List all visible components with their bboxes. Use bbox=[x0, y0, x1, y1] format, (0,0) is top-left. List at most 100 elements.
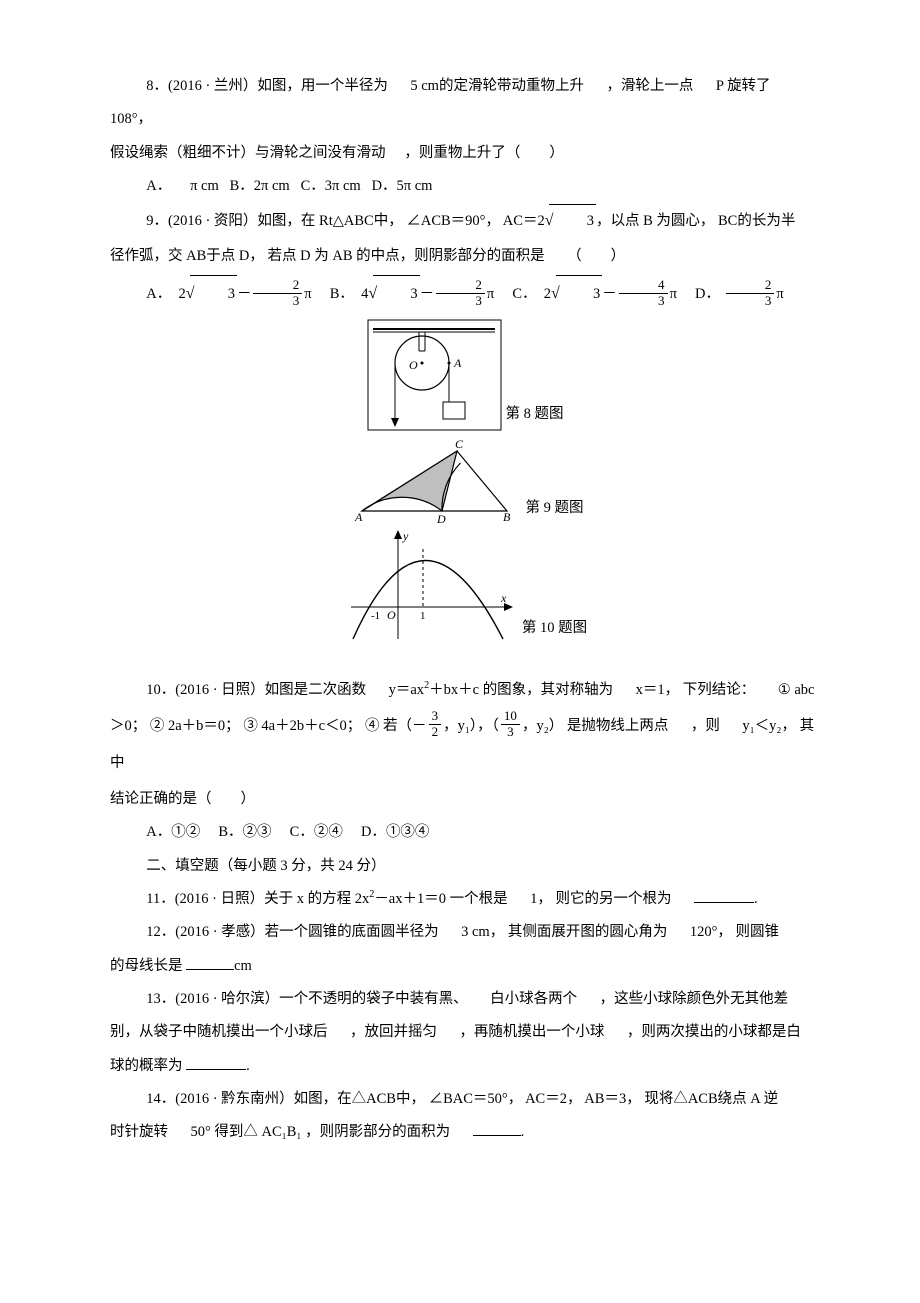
q10-c2: ② 2a＋b＝0； bbox=[150, 718, 240, 734]
q13-blank[interactable] bbox=[186, 1059, 246, 1070]
q9-a-rad: 3 bbox=[186, 286, 237, 302]
q10-c4c: ，则 bbox=[691, 718, 720, 734]
q8-r: 5 cm bbox=[410, 78, 439, 94]
fig8-cap: 第 8 题图 bbox=[502, 398, 564, 431]
fig9-D: D bbox=[436, 512, 446, 525]
fig9-C: C bbox=[455, 437, 464, 451]
q13-l2d: ，则两次摸出的小球都是白 bbox=[627, 1024, 801, 1040]
q8-text-d: 旋转了 bbox=[727, 78, 771, 94]
q9-a-pi: π bbox=[304, 286, 311, 302]
q14-l2a: 时针旋转 bbox=[110, 1124, 168, 1140]
q10-line1: 10．(2016 · 日照）如图是二次函数 y＝ax2＋bx＋c 的图象，其对称… bbox=[110, 674, 820, 707]
q12-r: 3 cm， bbox=[461, 924, 504, 940]
q9-c-pi: π bbox=[670, 286, 677, 302]
q10-D: D． bbox=[361, 824, 386, 840]
q8-l2b: ，则重物上升了（ ） bbox=[404, 145, 564, 161]
q8-pt: P bbox=[716, 78, 724, 94]
q9-b-pi: π bbox=[487, 286, 494, 302]
q14-line2: 时针旋转 50° 得到△ AC₁B₁ ，则阴影部分的面积为 . bbox=[110, 1116, 820, 1149]
q14-b: 现将△ACB绕点 bbox=[644, 1091, 746, 1107]
q13-a: 13．(2016 · 哈尔滨）一个不透明的袋子中装有黑、 bbox=[146, 991, 467, 1007]
q9-aclbl: AC＝ bbox=[503, 213, 538, 229]
q11-blank[interactable] bbox=[694, 892, 754, 903]
q12-blank[interactable] bbox=[186, 959, 234, 970]
q14-blank[interactable] bbox=[473, 1125, 521, 1136]
q12-line2: 的母线长是 cm bbox=[110, 950, 820, 983]
q9-rad: 3 bbox=[545, 213, 596, 229]
q14-deg: 50° bbox=[190, 1124, 210, 1140]
q13-l2b: ，放回并摇匀 bbox=[350, 1024, 437, 1040]
q8-l2: 假设绳索（粗细不计）与滑轮之间没有滑动 bbox=[110, 145, 386, 161]
q9-a: 9．(2016 · 资阳）如图，在 bbox=[146, 213, 315, 229]
q10-c4d: y₁＜y₂， bbox=[742, 718, 796, 734]
q9-line2: 径作弧，交 AB于点 D， 若点 D 为 AB 的中点，则阴影部分的面积是 （ … bbox=[110, 240, 820, 273]
q9-a-frac: 23 bbox=[253, 278, 302, 308]
q9-c-coef: 2 bbox=[544, 286, 551, 302]
q10-l3: 结论正确的是（ ） bbox=[110, 791, 255, 807]
q9-d-frac: 23 bbox=[726, 278, 775, 308]
fig8-svg: O A bbox=[367, 319, 502, 431]
q14-line1: 14．(2016 · 黔东南州）如图，在△ACB中， ∠BAC＝50°， AC＝… bbox=[110, 1083, 820, 1116]
q8-text-c: ，滑轮上一点 bbox=[606, 78, 693, 94]
q10-Cv: ②④ bbox=[314, 824, 343, 840]
q9-accoef: 2 bbox=[537, 213, 544, 229]
q10-c1: ① abc bbox=[778, 682, 815, 698]
q9-l2b: AB于点 bbox=[186, 248, 235, 264]
q13-l3: 球的概率为 bbox=[110, 1058, 183, 1074]
q9-A: A． bbox=[146, 286, 171, 302]
fig9-A: A bbox=[354, 510, 363, 524]
q8-options: A．π cm B．2π cm C．3π cm D．5π cm bbox=[110, 170, 820, 203]
q14-ac: AC＝2， bbox=[525, 1091, 581, 1107]
q13-l2c: ，再随机摸出一个小球 bbox=[459, 1024, 604, 1040]
q13-line2: 别，从袋子中随机摸出一个小球后 ，放回并摇匀 ，再随机摸出一个小球 ，则两次摸出… bbox=[110, 1016, 820, 1049]
fig10-y: y bbox=[402, 529, 409, 543]
fig10-x: x bbox=[500, 591, 507, 605]
q13-c: ，这些小球除颜色外无其他差 bbox=[600, 991, 789, 1007]
q9-c-frac: 43 bbox=[619, 278, 668, 308]
q14-a: 14．(2016 · 黔东南州）如图，在△ACB中， bbox=[146, 1091, 425, 1107]
q10-line2: ＞0； ② 2a＋b＝0； ③ 4a＋2b＋c＜0； ④ 若（－32，y₁），（… bbox=[110, 708, 820, 783]
q14-l2b: 得到△ bbox=[214, 1124, 258, 1140]
q9-pt: B bbox=[643, 213, 653, 229]
q12-c: 则圆锥 bbox=[736, 924, 780, 940]
q8-optA: A． bbox=[146, 178, 171, 194]
q11-b: 的方程 bbox=[308, 891, 352, 907]
q10-a: 10．(2016 · 日照）如图是二次函数 bbox=[146, 682, 366, 698]
q9-ang: ∠ACB＝90°， bbox=[406, 213, 500, 229]
q10-c4a: ④ 若（－ bbox=[365, 718, 427, 734]
q10-A: A． bbox=[146, 824, 171, 840]
q10-Bv: ②③ bbox=[243, 824, 272, 840]
fig9-svg: A B C D bbox=[347, 433, 522, 525]
q10-axis: x＝1， bbox=[636, 682, 680, 698]
q9-tri: Rt△ABC bbox=[319, 213, 374, 229]
q9-b-frac: 23 bbox=[436, 278, 485, 308]
q11-d: 则它的另一个根为 bbox=[555, 891, 671, 907]
q10-options: A．①② B．②③ C．②④ D．①③④ bbox=[110, 816, 820, 849]
q10-b: 的图象，其对称轴为 bbox=[483, 682, 614, 698]
q10-fnr: ＋bx＋c bbox=[429, 682, 479, 698]
q8-optDv: 5π cm bbox=[397, 178, 433, 194]
q14-dot: . bbox=[521, 1124, 525, 1140]
fig10-p1: 1 bbox=[420, 610, 426, 622]
q9-d-pi: π bbox=[776, 286, 783, 302]
q13-line3: 球的概率为 . bbox=[110, 1050, 820, 1083]
q12-l2: 的母线长是 bbox=[110, 958, 183, 974]
fig10-cap: 第 10 题图 bbox=[518, 612, 587, 645]
q13-l2: 别，从袋子中随机摸出一个小球后 bbox=[110, 1024, 328, 1040]
q10-line3: 结论正确的是（ ） bbox=[110, 783, 820, 816]
q9-b-rad: 3 bbox=[368, 286, 419, 302]
q9-B: B． bbox=[330, 286, 354, 302]
q8-optC: C． bbox=[301, 178, 325, 194]
q12-deg: 120°， bbox=[690, 924, 732, 940]
q11-one: 1， bbox=[530, 891, 552, 907]
fig9-cap: 第 9 题图 bbox=[522, 492, 584, 525]
q11-a: 11．(2016 · 日照）关于 bbox=[146, 891, 293, 907]
fig10-O: O bbox=[387, 608, 396, 622]
fig10-svg: x y O -1 1 bbox=[343, 527, 518, 645]
q11-eq2: －ax＋1＝0 bbox=[374, 891, 446, 907]
fig8-A: A bbox=[453, 356, 462, 370]
q9-bc: BC bbox=[718, 213, 737, 229]
q9-l2e: 的中点，则阴影部分的面积是 bbox=[356, 248, 545, 264]
q9-a-coef: 2 bbox=[178, 286, 185, 302]
q11-dot: . bbox=[754, 891, 758, 907]
